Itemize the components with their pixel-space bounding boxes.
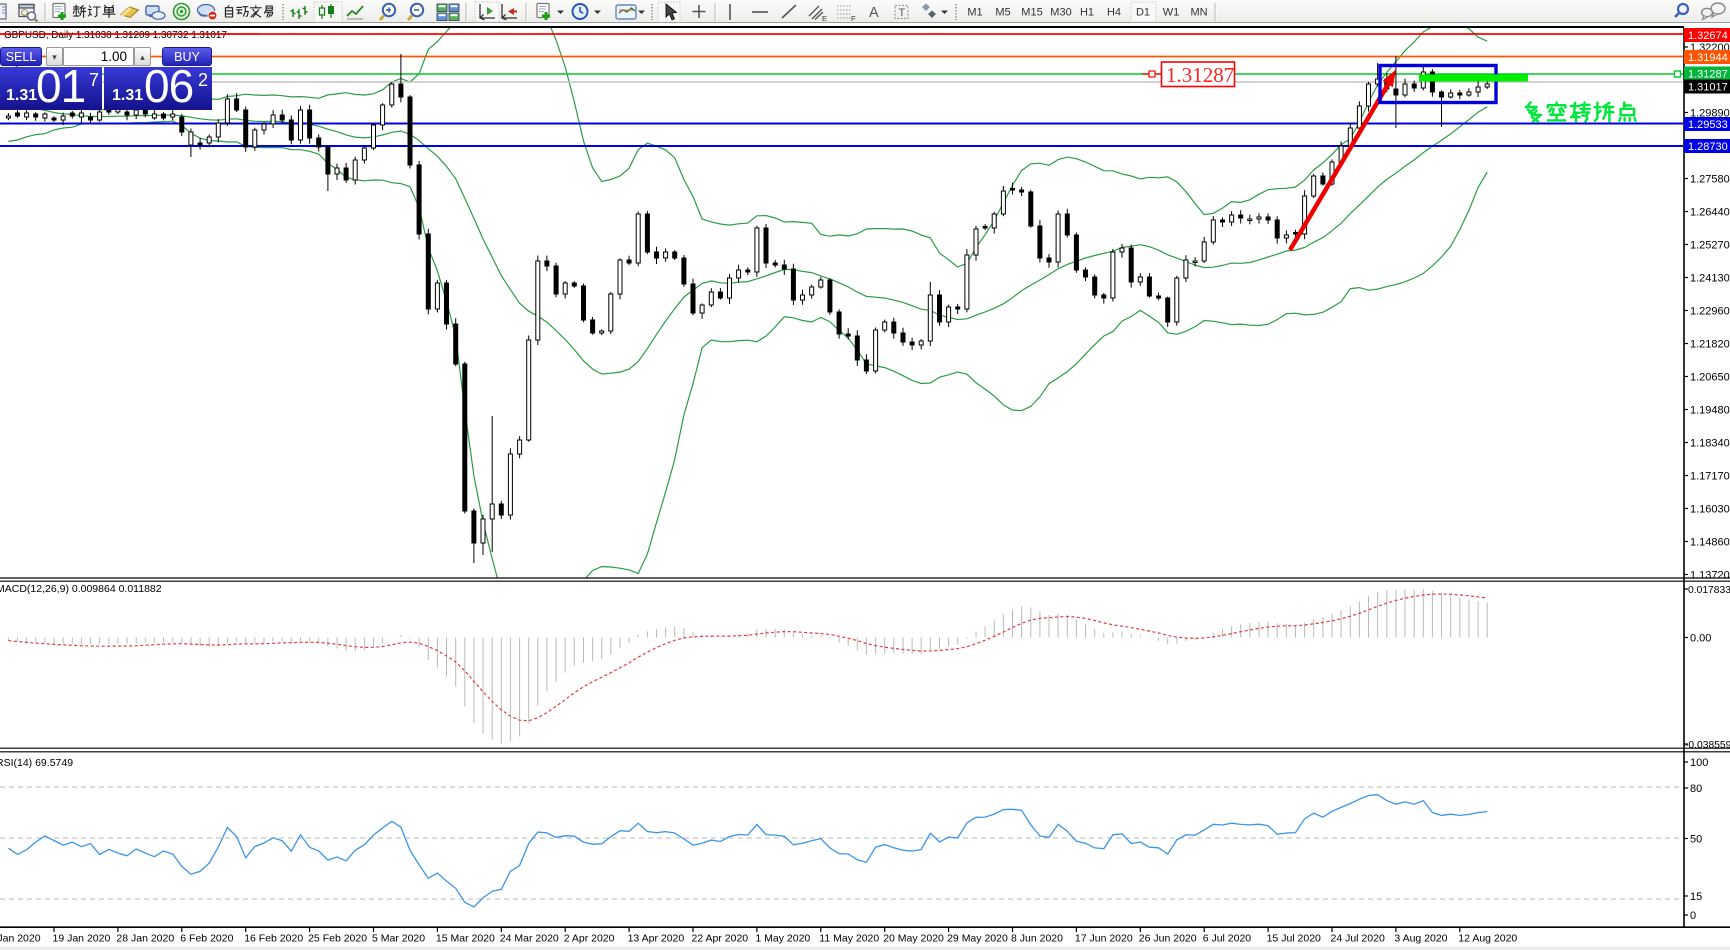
svg-text:24 Jul 2020: 24 Jul 2020 (1331, 933, 1385, 945)
svg-text:12 Aug 2020: 12 Aug 2020 (1458, 933, 1517, 945)
svg-text:100: 100 (1690, 757, 1708, 769)
svg-text:1.32674: 1.32674 (1688, 30, 1728, 42)
svg-text:19 Jan 2020: 19 Jan 2020 (53, 933, 111, 945)
svg-text:F: F (851, 14, 856, 23)
svg-text:H1: H1 (1080, 7, 1094, 19)
svg-text:1.31287: 1.31287 (1166, 63, 1234, 87)
svg-text:MACD(12,26,9) 0.009864 0.01188: MACD(12,26,9) 0.009864 0.011882 (0, 583, 162, 595)
svg-text:-0.038559: -0.038559 (1685, 740, 1730, 751)
svg-text:28 Jan 2020: 28 Jan 2020 (116, 933, 174, 945)
svg-text:1.26440: 1.26440 (1690, 207, 1730, 219)
svg-text:M5: M5 (995, 7, 1010, 19)
svg-text:0.00: 0.00 (1690, 633, 1711, 645)
svg-text:50: 50 (1690, 834, 1702, 846)
svg-text:22 Apr 2020: 22 Apr 2020 (692, 933, 749, 945)
svg-text:1.31287: 1.31287 (1688, 69, 1728, 81)
svg-text:MN: MN (1190, 7, 1207, 19)
svg-text:1.20650: 1.20650 (1690, 372, 1730, 384)
svg-text:1.17170: 1.17170 (1690, 471, 1730, 483)
svg-text:M1: M1 (967, 7, 982, 19)
svg-text:0.017833: 0.017833 (1688, 585, 1730, 596)
svg-text:80: 80 (1690, 783, 1702, 795)
svg-text:8 Jan 2020: 8 Jan 2020 (0, 933, 41, 945)
svg-text:M30: M30 (1050, 7, 1071, 19)
svg-text:W1: W1 (1163, 7, 1180, 19)
svg-text:17 Jun 2020: 17 Jun 2020 (1075, 933, 1133, 945)
svg-text:29 May 2020: 29 May 2020 (947, 933, 1008, 945)
svg-text:1.31944: 1.31944 (1688, 52, 1728, 64)
svg-text:GBPUSD, Daily 1.31038 1.31209: GBPUSD, Daily 1.31038 1.31209 1.30732 1.… (4, 30, 227, 41)
svg-text:1.13720: 1.13720 (1690, 570, 1730, 582)
svg-text:1.24130: 1.24130 (1690, 273, 1730, 285)
svg-text:E: E (822, 14, 827, 23)
svg-text:20 May 2020: 20 May 2020 (883, 933, 944, 945)
svg-text:1.22960: 1.22960 (1690, 306, 1730, 318)
svg-text:A: A (869, 5, 879, 21)
svg-text:1.27580: 1.27580 (1690, 174, 1730, 186)
svg-text:1.19480: 1.19480 (1690, 405, 1730, 417)
svg-text:8 Jun 2020: 8 Jun 2020 (1011, 933, 1063, 945)
svg-text:1.28730: 1.28730 (1688, 141, 1728, 153)
svg-text:3 Aug 2020: 3 Aug 2020 (1394, 933, 1447, 945)
svg-text:0: 0 (1690, 910, 1696, 922)
svg-text:11 May 2020: 11 May 2020 (819, 933, 879, 945)
svg-text:15 Mar 2020: 15 Mar 2020 (436, 933, 495, 945)
svg-text:13 Apr 2020: 13 Apr 2020 (628, 933, 685, 945)
svg-text:1.21820: 1.21820 (1690, 339, 1730, 351)
svg-text:1 May 2020: 1 May 2020 (755, 933, 810, 945)
svg-text:6 Jul 2020: 6 Jul 2020 (1203, 933, 1252, 945)
svg-text:24 Mar 2020: 24 Mar 2020 (500, 933, 559, 945)
svg-text:1.18340: 1.18340 (1690, 438, 1730, 450)
svg-text:M15: M15 (1021, 7, 1042, 19)
svg-text:16 Feb 2020: 16 Feb 2020 (244, 933, 303, 945)
svg-text:15 Jul 2020: 15 Jul 2020 (1267, 933, 1321, 945)
svg-text:25 Feb 2020: 25 Feb 2020 (308, 933, 367, 945)
svg-text:D1: D1 (1136, 7, 1150, 19)
svg-text:1.14860: 1.14860 (1690, 537, 1730, 549)
svg-text:RSI(14) 69.5749: RSI(14) 69.5749 (0, 757, 73, 769)
svg-text:H4: H4 (1107, 7, 1121, 19)
svg-text:2 Apr 2020: 2 Apr 2020 (564, 933, 615, 945)
svg-text:1.25270: 1.25270 (1690, 240, 1730, 252)
svg-text:15: 15 (1690, 891, 1702, 903)
svg-text:1.29533: 1.29533 (1688, 119, 1728, 131)
svg-text:26 Jun 2020: 26 Jun 2020 (1139, 933, 1197, 945)
svg-text:1.29890: 1.29890 (1690, 108, 1730, 120)
svg-text:6 Feb 2020: 6 Feb 2020 (180, 933, 233, 945)
svg-text:5 Mar 2020: 5 Mar 2020 (372, 933, 425, 945)
svg-text:1.31017: 1.31017 (1688, 82, 1728, 94)
svg-text:T: T (899, 7, 906, 19)
svg-text:1.16030: 1.16030 (1690, 504, 1730, 516)
